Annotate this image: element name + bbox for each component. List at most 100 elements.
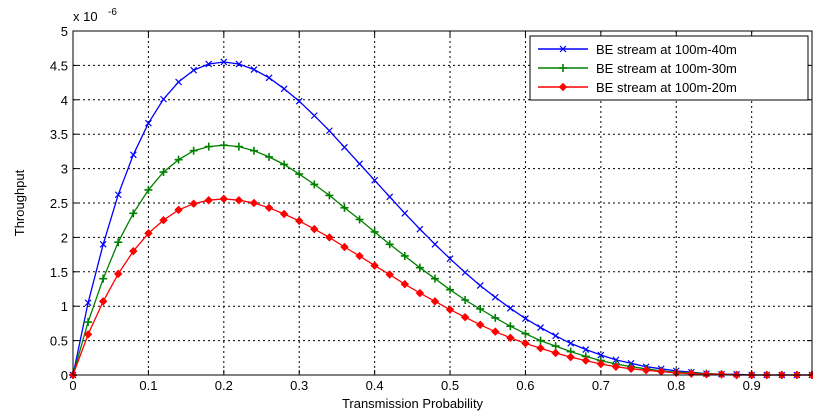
data-point (114, 269, 123, 279)
y-exponent-label: x 10 (73, 9, 98, 24)
data-point (476, 304, 485, 313)
data-point (476, 282, 484, 289)
data-point (356, 160, 363, 168)
y-exponent-power: -6 (108, 7, 117, 18)
data-point (189, 146, 198, 155)
data-point (159, 215, 168, 225)
data-point (310, 112, 318, 120)
data-point (341, 143, 348, 151)
y-tick-label: 3.5 (50, 127, 68, 142)
data-point (204, 196, 213, 205)
legend-entry-20m: BE stream at 100m-20m (538, 80, 737, 95)
y-tick-label: 3 (61, 162, 68, 177)
data-point (355, 251, 364, 261)
legend-label-20m: BE stream at 100m-20m (596, 80, 737, 95)
data-point (430, 274, 439, 283)
y-tick-label: 4.5 (50, 58, 68, 73)
data-point (461, 269, 469, 276)
y-tick-label: 5 (61, 24, 68, 39)
data-point (415, 263, 424, 272)
data-point (430, 297, 440, 306)
data-point (581, 356, 590, 365)
data-point (129, 209, 138, 218)
y-tick-label: 1 (61, 299, 68, 314)
data-point (551, 342, 560, 351)
data-point (114, 191, 122, 199)
data-point (99, 274, 108, 283)
data-point (566, 352, 575, 362)
x-tick-label: 0.9 (743, 378, 761, 393)
y-tick-label: 0 (61, 368, 68, 383)
data-point (537, 324, 544, 331)
data-point (205, 60, 213, 68)
data-point (310, 224, 319, 234)
data-point (567, 339, 575, 347)
data-point (190, 66, 198, 74)
data-point (536, 336, 545, 345)
data-point (160, 95, 167, 103)
data-point (144, 185, 153, 194)
y-tick-label: 2 (61, 230, 68, 245)
data-point (129, 246, 138, 256)
data-point (551, 348, 560, 358)
data-point (506, 333, 515, 343)
data-point (83, 330, 93, 339)
data-point (204, 142, 213, 151)
x-tick-label: 0.3 (290, 378, 308, 393)
data-point (506, 304, 514, 312)
data-point (99, 240, 107, 248)
data-point (446, 255, 454, 263)
data-point (234, 196, 244, 205)
data-point (279, 209, 289, 219)
y-tick-label: 0.5 (50, 334, 68, 349)
data-point (597, 351, 605, 359)
legend-entry-30m: BE stream at 100m-30m (538, 61, 737, 76)
data-point (175, 78, 182, 86)
data-point (559, 45, 567, 53)
data-point (234, 142, 243, 151)
data-point (431, 240, 439, 248)
y-tick-label: 2.5 (50, 196, 68, 211)
data-point (280, 85, 288, 93)
data-point (235, 60, 243, 68)
data-point (370, 227, 379, 236)
data-point (641, 365, 651, 375)
x-tick-label: 0.1 (139, 378, 157, 393)
data-point (401, 209, 409, 217)
data-point (415, 288, 425, 298)
data-point (445, 305, 455, 314)
data-point (264, 203, 274, 213)
data-point (491, 293, 499, 301)
data-point (159, 168, 168, 177)
data-point (249, 146, 258, 155)
y-tick-label: 1.5 (50, 265, 68, 280)
data-point (475, 320, 485, 329)
data-point (371, 176, 379, 184)
data-point (295, 216, 304, 226)
x-tick-label: 0.5 (441, 378, 459, 393)
data-point (582, 346, 590, 353)
data-point (219, 194, 229, 204)
data-point (461, 296, 470, 305)
data-point (144, 119, 152, 127)
data-point (460, 313, 470, 322)
x-tick-label: 0.2 (215, 378, 233, 393)
data-point (370, 261, 379, 270)
data-point (310, 180, 319, 189)
data-point (189, 199, 198, 208)
data-point (506, 322, 515, 331)
data-point (717, 370, 726, 379)
data-point (400, 251, 409, 260)
data-point (552, 332, 560, 340)
series-2 (68, 194, 813, 380)
data-point (280, 160, 289, 169)
data-point (220, 58, 228, 66)
data-point (521, 329, 530, 338)
data-point (340, 203, 349, 212)
data-point (386, 193, 394, 201)
data-point (558, 82, 568, 92)
data-point (521, 339, 530, 348)
data-point (491, 327, 500, 336)
data-point (250, 66, 258, 73)
x-axis-label: Transmission Probability (342, 396, 484, 411)
